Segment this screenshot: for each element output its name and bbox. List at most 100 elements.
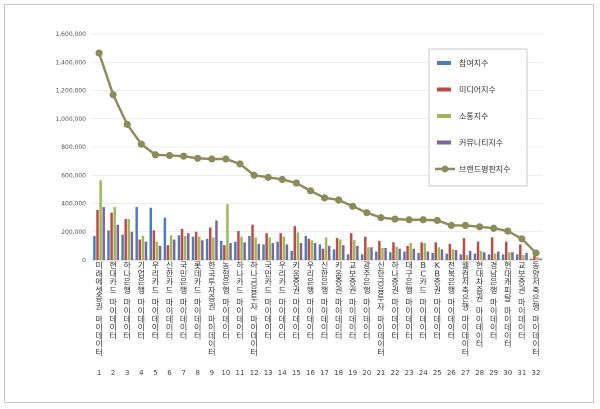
bar (93, 235, 96, 260)
bar (342, 245, 345, 260)
bar (437, 247, 441, 260)
rank-label: 6 (167, 369, 172, 377)
bar (299, 243, 303, 260)
line-point (461, 221, 470, 229)
bar (169, 235, 173, 260)
rank-label: 17 (320, 369, 329, 377)
bar (332, 249, 336, 260)
rank-label: 20 (362, 369, 371, 377)
bar (327, 245, 331, 260)
bar (110, 212, 113, 260)
rank-label: 28 (475, 369, 484, 377)
bar (392, 242, 395, 260)
rank-label: 16 (306, 369, 315, 377)
bar (490, 237, 494, 260)
line-point (278, 175, 286, 184)
rank-label: 10 (221, 369, 230, 377)
bar (465, 255, 469, 260)
rank-label: 22 (391, 369, 400, 377)
bar (191, 236, 195, 260)
legend-label: 미디어지수 (459, 85, 496, 95)
bar (375, 251, 378, 260)
rank-label: 21 (376, 369, 385, 377)
bar (166, 245, 170, 260)
bar (107, 230, 110, 260)
rank-label: 5 (153, 369, 157, 377)
bar (468, 250, 472, 260)
rank-label: 4 (139, 369, 144, 377)
line-point (194, 154, 202, 162)
rank-label: 29 (489, 369, 498, 377)
legend-label: 참여지수 (459, 58, 488, 68)
bar (356, 245, 359, 260)
bar (445, 253, 448, 260)
bar (257, 243, 260, 260)
rank-label: 9 (210, 369, 214, 377)
y-tick-label: 800,000 (61, 144, 86, 151)
bar (226, 204, 229, 260)
bar (335, 238, 339, 260)
rank-label: 30 (503, 369, 512, 377)
line-point (292, 179, 300, 187)
bar (248, 235, 251, 260)
y-tick-label: 200,000 (61, 229, 86, 236)
bar (487, 254, 491, 260)
bar (296, 232, 300, 260)
bar (353, 240, 356, 260)
bar (417, 252, 420, 260)
bar (229, 243, 232, 260)
rank-label: 32 (531, 369, 540, 377)
bar (149, 207, 153, 260)
bar (313, 243, 317, 260)
bar (310, 240, 314, 260)
bar (493, 253, 497, 260)
bar (367, 247, 370, 260)
line-point (363, 209, 371, 217)
y-tick-label: 1,400,000 (55, 59, 86, 66)
bar (124, 219, 127, 260)
bar (403, 251, 406, 260)
rank-label: 24 (419, 369, 428, 377)
line-point (405, 216, 413, 224)
bar (318, 244, 322, 260)
bar (194, 231, 198, 260)
bar (420, 242, 423, 260)
bar (398, 248, 401, 260)
bar (155, 241, 159, 260)
bar (152, 230, 156, 260)
legend-swatch (437, 87, 451, 92)
rank-label: 7 (181, 369, 185, 377)
bar (208, 227, 212, 260)
bar (290, 250, 293, 260)
rank-label: 3 (125, 369, 129, 377)
bar (135, 207, 138, 260)
bar (508, 252, 511, 260)
bar (434, 242, 437, 260)
bar (304, 235, 308, 260)
bar (268, 237, 271, 260)
y-tick-label: 1,200,000 (55, 88, 86, 95)
bar (522, 255, 525, 260)
line-point (391, 215, 399, 223)
legend-swatch (437, 61, 451, 65)
bar (127, 219, 131, 260)
bar (198, 236, 201, 260)
bar (426, 251, 430, 260)
rank-label: 12 (250, 369, 259, 377)
line-point (250, 171, 258, 179)
line-point (320, 194, 329, 202)
bar (271, 243, 275, 260)
line-point (264, 173, 272, 181)
